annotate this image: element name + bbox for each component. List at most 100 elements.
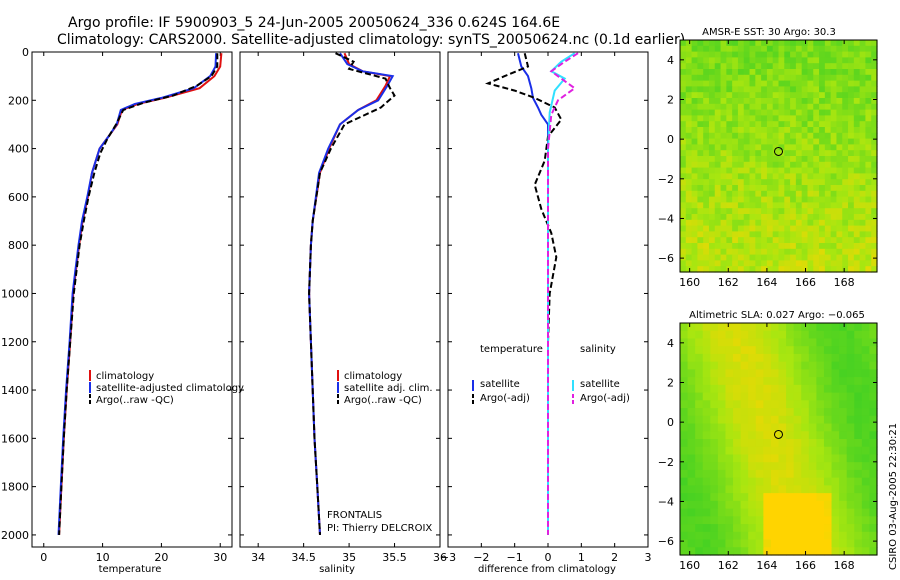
heatmap-cell <box>697 254 704 261</box>
heatmap-cell <box>714 40 722 47</box>
heatmap-cell <box>778 144 785 151</box>
heatmap-cell <box>854 338 863 347</box>
heatmap-cell <box>772 132 780 140</box>
heatmap-cell <box>703 86 710 93</box>
heatmap-cell <box>801 121 809 128</box>
heatmap-cell <box>819 132 826 140</box>
heatmap-cell <box>784 69 791 76</box>
heatmap-cell <box>819 196 826 203</box>
heatmap-cell <box>842 202 849 209</box>
heatmap-cell <box>743 98 751 105</box>
heatmap-cell <box>836 248 843 256</box>
heatmap-cell <box>680 547 689 556</box>
heatmap-cell <box>793 477 802 486</box>
heatmap-cell <box>795 196 803 203</box>
heatmap-cell <box>726 74 733 82</box>
heatmap-cell <box>766 121 774 128</box>
heatmap-cell <box>816 524 825 533</box>
argo-position-marker <box>774 429 783 439</box>
heatmap-cell <box>831 493 840 502</box>
heatmap-cell <box>778 477 787 486</box>
heatmap-cell <box>793 431 802 440</box>
heatmap-cell <box>743 243 751 250</box>
heatmap-cell <box>807 40 814 47</box>
heatmap-cell <box>772 225 780 232</box>
heatmap-cell <box>778 493 787 502</box>
heatmap-cell <box>853 63 861 70</box>
heatmap-cell <box>786 338 795 347</box>
heatmap-cell <box>846 524 855 533</box>
heatmap-cell <box>680 500 689 510</box>
heatmap-cell <box>795 109 803 116</box>
heatmap-cell <box>743 57 751 64</box>
heatmap-cell <box>842 248 849 256</box>
heatmap-cell <box>733 323 742 332</box>
heatmap-cell <box>784 51 791 58</box>
heatmap-cell <box>784 237 791 244</box>
heatmap-cell <box>685 98 693 105</box>
heatmap-cell <box>839 353 848 363</box>
heatmap-cell <box>871 63 878 70</box>
heatmap-cell <box>720 57 727 64</box>
heatmap-cell <box>763 400 772 409</box>
heatmap-cell <box>691 231 698 238</box>
heatmap-cell <box>865 69 872 76</box>
heatmap-cell <box>816 547 825 556</box>
heatmap-cell <box>702 493 711 502</box>
heatmap-cell <box>778 485 787 494</box>
heatmap-cell <box>708 167 716 174</box>
heatmap-cell <box>816 462 825 471</box>
heatmap-cell <box>755 109 762 116</box>
heatmap-cell <box>795 243 803 250</box>
heatmap-cell <box>680 260 687 267</box>
heatmap-cell <box>823 446 833 456</box>
heatmap-cell <box>801 493 810 502</box>
heatmap-cell <box>790 190 797 198</box>
heatmap-cell <box>680 408 689 417</box>
heatmap-cell <box>790 150 797 157</box>
heatmap-cell <box>869 353 878 363</box>
heatmap-cell <box>733 446 742 456</box>
heatmap-cell <box>703 121 710 128</box>
heatmap-cell <box>691 80 698 87</box>
heatmap-cell <box>793 415 802 425</box>
heatmap-cell <box>865 74 872 82</box>
heatmap-cell <box>772 86 780 93</box>
heatmap-cell <box>793 485 802 494</box>
heatmap-cell <box>770 547 780 556</box>
heatmap-cell <box>687 431 696 440</box>
heatmap-cell <box>748 531 757 541</box>
heatmap-cell <box>784 132 791 140</box>
heatmap-cell <box>859 254 867 261</box>
heatmap-cell <box>848 161 855 169</box>
heatmap-cell <box>869 408 878 417</box>
heatmap-cell <box>761 150 768 157</box>
heatmap-cell <box>702 485 711 494</box>
heatmap-cell <box>755 51 762 58</box>
heatmap-cell <box>831 462 840 471</box>
heatmap-cell <box>816 446 825 456</box>
heatmap-cell <box>748 361 757 370</box>
heatmap-cell <box>861 392 871 401</box>
heatmap-cell <box>714 219 722 227</box>
heatmap-cell <box>865 98 872 105</box>
heatmap-cell <box>848 219 855 227</box>
heatmap-cell <box>687 369 696 378</box>
heatmap-cell <box>807 92 814 99</box>
heatmap-cell <box>861 377 871 386</box>
heatmap-cell <box>685 144 693 151</box>
heatmap-cell <box>784 63 791 70</box>
heatmap-cell <box>819 115 826 122</box>
heatmap-cell <box>687 477 696 486</box>
heatmap-cell <box>725 531 734 541</box>
heatmap-cell <box>772 63 780 70</box>
heatmap-cell <box>836 173 843 180</box>
heatmap-cell <box>720 173 727 180</box>
heatmap-cell <box>708 51 716 58</box>
heatmap-cell <box>691 167 698 174</box>
heatmap-cell <box>714 51 722 58</box>
heatmap-cell <box>772 254 780 261</box>
heatmap-cell <box>824 69 832 76</box>
heatmap-cell <box>807 109 814 116</box>
legend-label: climatology <box>344 371 402 382</box>
